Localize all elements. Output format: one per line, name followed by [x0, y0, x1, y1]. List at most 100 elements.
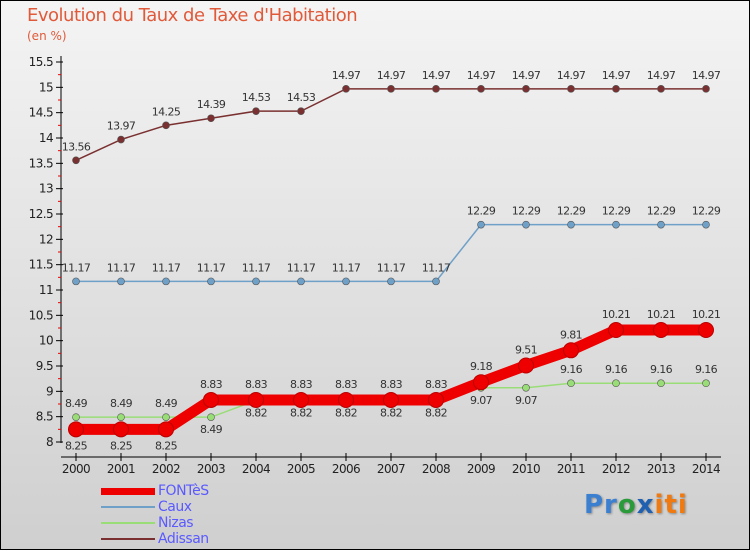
data-label: 14.53 — [242, 91, 271, 104]
x-tick-label: 2014 — [692, 462, 720, 476]
data-point — [117, 277, 125, 286]
data-label: 8.49 — [155, 397, 178, 410]
data-label: 11.17 — [197, 261, 226, 274]
x-tick-label: 2002 — [152, 462, 180, 476]
data-point — [203, 391, 219, 408]
data-label: 9.16 — [605, 363, 628, 376]
data-label: 10.21 — [692, 308, 721, 321]
data-point — [252, 277, 260, 286]
data-point — [522, 85, 530, 93]
data-point — [297, 107, 305, 115]
x-tick-label: 2008 — [422, 462, 450, 476]
data-point — [522, 220, 530, 229]
y-tick-label: 13 — [39, 182, 53, 196]
data-label: 8.83 — [290, 378, 313, 391]
data-label: 14.97 — [557, 69, 586, 82]
y-tick-label: 15 — [39, 80, 53, 94]
x-tick-label: 2013 — [647, 462, 675, 476]
legend-label: FONTèS — [158, 483, 209, 499]
data-point — [248, 391, 264, 408]
y-tick-label: 11 — [39, 283, 53, 297]
data-point — [702, 379, 710, 388]
data-label: 9.16 — [650, 363, 673, 376]
x-tick-label: 2003 — [197, 462, 225, 476]
data-point — [117, 135, 125, 144]
data-point — [207, 277, 215, 286]
data-point — [383, 391, 399, 408]
data-point — [518, 357, 534, 374]
y-tick-label: 9 — [46, 384, 53, 398]
data-point — [158, 421, 174, 438]
data-label: 9.07 — [470, 394, 493, 407]
data-label: 9.16 — [560, 363, 583, 376]
data-label: 14.97 — [332, 69, 361, 82]
x-tick-label: 2011 — [557, 462, 585, 476]
data-point — [567, 220, 575, 229]
y-tick-label: 10 — [39, 334, 53, 348]
y-tick-label: 12 — [39, 232, 53, 246]
y-tick-label: 11.5 — [29, 258, 53, 272]
data-label: 9.16 — [695, 363, 718, 376]
data-point — [702, 220, 710, 229]
data-point — [338, 391, 354, 408]
data-point — [653, 322, 669, 339]
y-axis-unit: (en %) — [27, 29, 67, 43]
data-point — [162, 121, 170, 130]
data-label: 8.83 — [200, 378, 223, 391]
data-label: 12.29 — [692, 205, 721, 218]
series-line-adissan — [75, 88, 706, 161]
data-point — [293, 391, 309, 408]
data-point — [477, 85, 485, 93]
data-label: 14.97 — [602, 69, 631, 82]
data-label: 14.97 — [692, 69, 721, 82]
data-point — [612, 379, 620, 388]
x-tick-label: 2004 — [242, 462, 270, 476]
data-label: 11.17 — [242, 261, 271, 274]
data-point — [113, 421, 129, 438]
legend-swatch — [101, 538, 155, 540]
data-point — [432, 277, 440, 286]
data-label: 14.97 — [512, 69, 541, 82]
data-label: 11.17 — [107, 261, 136, 274]
data-label: 13.56 — [62, 140, 91, 153]
data-label: 10.21 — [602, 308, 631, 321]
data-label: 8.82 — [335, 406, 357, 419]
y-tick-label: 14.5 — [29, 106, 53, 120]
legend-swatch — [101, 522, 155, 524]
data-label: 12.29 — [647, 205, 676, 218]
y-tick-label: 8.5 — [36, 410, 53, 424]
y-tick-label: 15.5 — [29, 55, 53, 69]
data-point — [608, 322, 624, 339]
x-tick-label: 2009 — [467, 462, 495, 476]
data-label: 14.97 — [377, 69, 406, 82]
legend-item: Caux — [101, 499, 209, 515]
data-label: 9.18 — [470, 360, 493, 373]
data-point — [387, 277, 395, 286]
data-label: 11.17 — [152, 261, 181, 274]
x-tick-label: 2012 — [602, 462, 630, 476]
data-label: 11.17 — [377, 261, 406, 274]
data-label: 8.83 — [380, 378, 403, 391]
data-label: 12.29 — [557, 205, 586, 218]
proxiti-logo: Proxiti — [584, 490, 688, 520]
data-label: 14.97 — [422, 69, 451, 82]
data-point — [428, 391, 444, 408]
data-label: 10.21 — [647, 308, 676, 321]
data-point — [342, 85, 350, 93]
y-tick-label: 14 — [39, 131, 53, 145]
legend: FONTèS Caux Nizas Adissan — [101, 483, 209, 547]
data-point — [657, 379, 665, 388]
data-label: 8.83 — [245, 378, 268, 391]
x-tick-label: 2000 — [62, 462, 90, 476]
data-label: 9.51 — [515, 343, 537, 356]
data-label: 8.25 — [110, 439, 133, 452]
data-label: 11.17 — [62, 261, 91, 274]
data-label: 8.25 — [155, 439, 178, 452]
data-point — [68, 421, 84, 438]
data-label: 14.39 — [197, 98, 226, 111]
data-label: 8.82 — [290, 406, 312, 419]
y-tick-label: 8 — [46, 435, 53, 449]
data-label: 8.49 — [110, 397, 133, 410]
data-label: 9.07 — [515, 394, 538, 407]
